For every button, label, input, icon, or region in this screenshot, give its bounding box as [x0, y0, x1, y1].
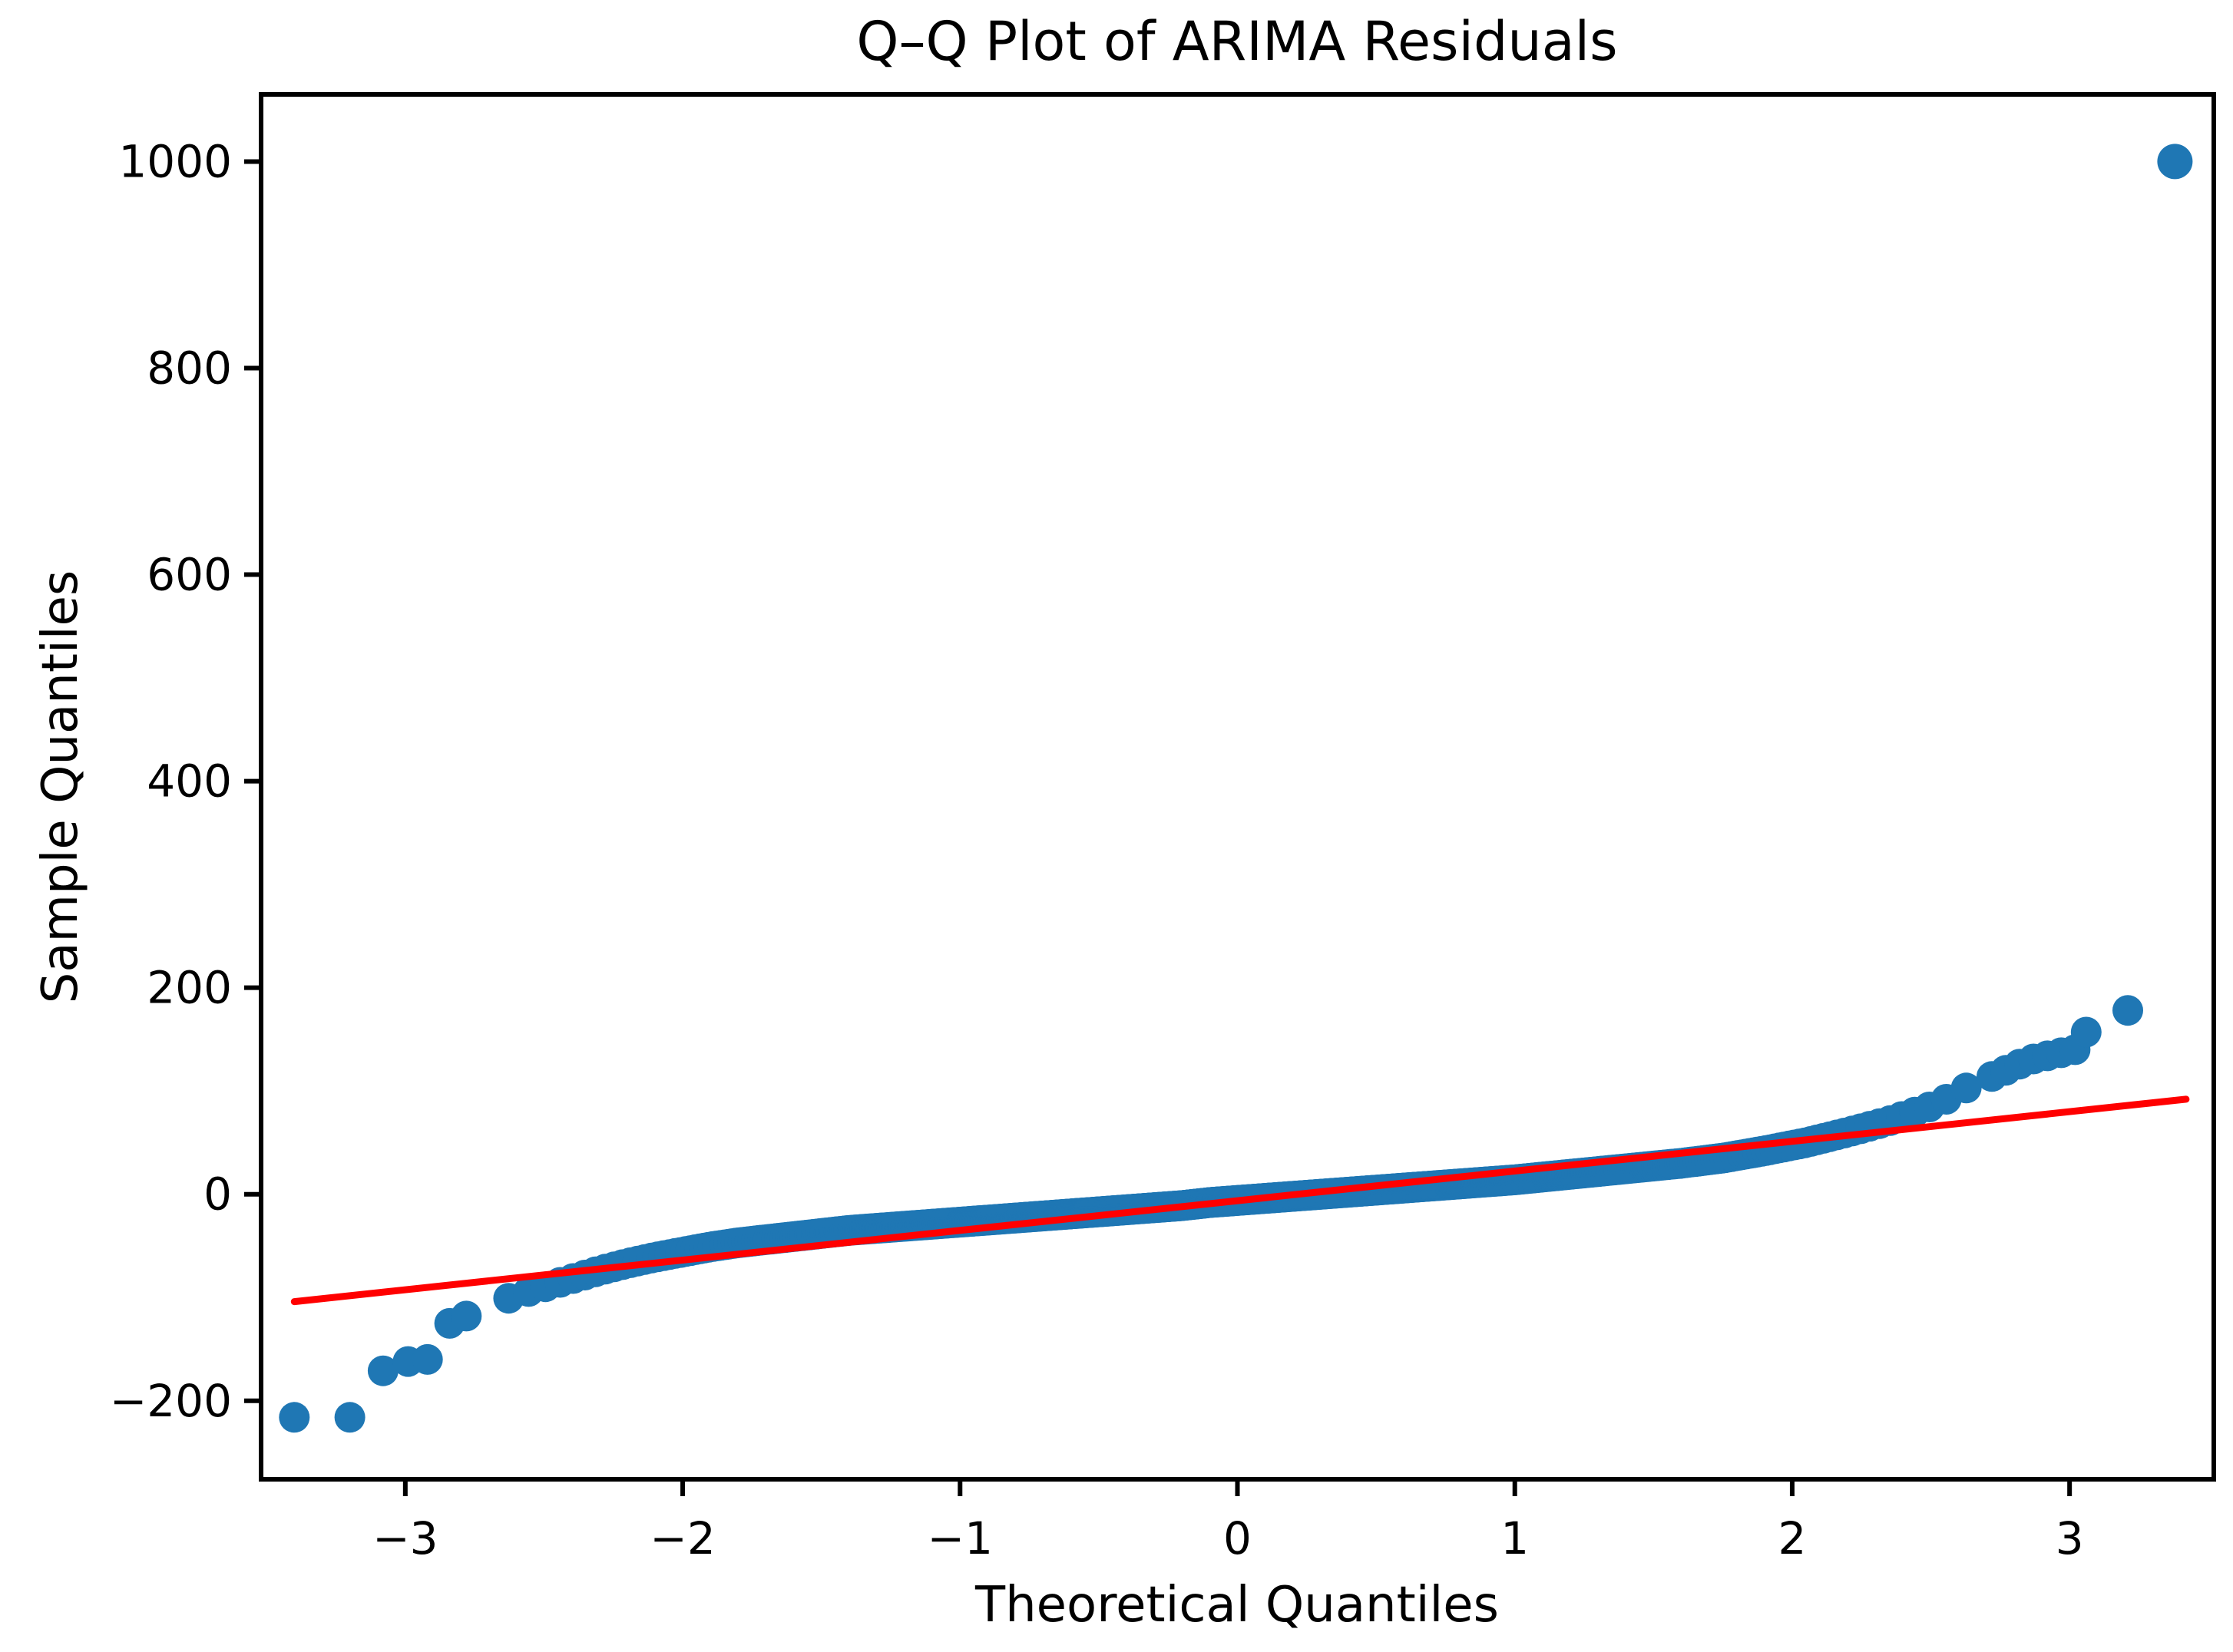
- high-tail-point: [2112, 995, 2143, 1026]
- low-tail-point: [334, 1402, 366, 1433]
- low-tail-point: [412, 1343, 443, 1375]
- low-tail-point: [367, 1355, 399, 1386]
- y-axis-label: Sample Quantiles: [32, 570, 89, 1003]
- x-tick-label: −2: [650, 1512, 716, 1564]
- x-tick-label: 3: [2056, 1512, 2084, 1564]
- tick-layer: −3 −2 −1 0 1 2 3 1000 800 600 400 200 0 −200: [110, 135, 2084, 1564]
- low-tail-point: [451, 1300, 482, 1332]
- y-tick-label: 1000: [118, 135, 232, 187]
- y-tick-label: 600: [147, 549, 232, 601]
- outlier-point: [2157, 144, 2193, 180]
- y-tick-label: 800: [147, 342, 232, 394]
- chart-title: Q–Q Plot of ARIMA Residuals: [856, 10, 1617, 73]
- scatter-points: [279, 144, 2193, 1433]
- y-tick-label: 400: [147, 755, 232, 808]
- x-tick-label: 2: [1778, 1512, 1806, 1564]
- x-axis-label: Theoretical Quantiles: [974, 1577, 1499, 1634]
- x-tick-label: −3: [372, 1512, 438, 1564]
- fit-line-layer: [290, 1095, 2190, 1306]
- high-tail-point: [2070, 1016, 2102, 1048]
- low-tail-point: [279, 1402, 310, 1433]
- x-tick-label: −1: [928, 1512, 994, 1564]
- y-tick-label: 0: [203, 1168, 232, 1221]
- fit-line: [290, 1095, 2190, 1306]
- data-point: [1950, 1072, 1982, 1104]
- x-tick-label: 0: [1223, 1512, 1252, 1564]
- y-tick-label: 200: [147, 962, 232, 1014]
- y-tick-label: −200: [110, 1375, 232, 1427]
- x-tick-label: 1: [1500, 1512, 1529, 1564]
